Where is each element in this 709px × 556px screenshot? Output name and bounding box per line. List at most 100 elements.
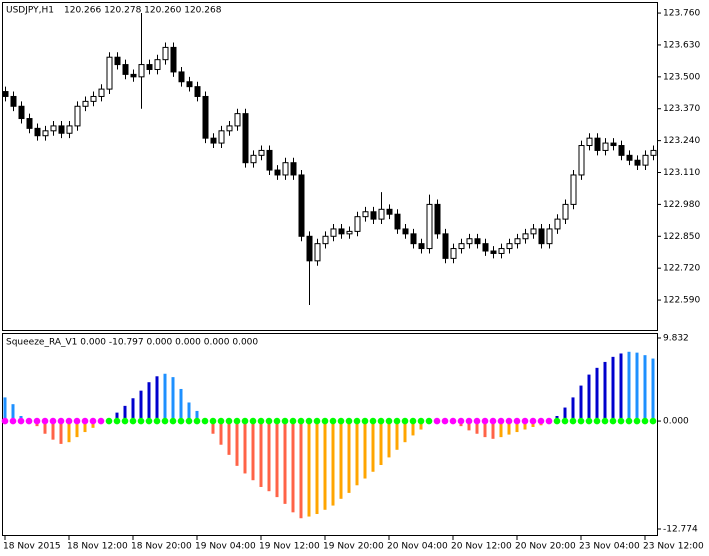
candle-body — [354, 216, 361, 232]
x-tick-label: 20 Nov 20:00 — [515, 542, 576, 552]
candle-body — [482, 243, 489, 252]
candle-body — [34, 127, 41, 137]
candle-body — [554, 218, 561, 230]
y-tick-label: 123.240 — [663, 136, 700, 146]
histogram-bar — [3, 397, 7, 422]
squeeze-dot — [377, 417, 385, 425]
squeeze-dot — [129, 417, 137, 425]
squeeze-dot — [369, 417, 377, 425]
histogram-bar — [315, 421, 319, 515]
squeeze-dot — [441, 417, 449, 425]
squeeze-dot — [553, 417, 561, 425]
candle-body — [650, 149, 657, 156]
histogram-bar — [67, 421, 71, 443]
histogram-bar — [403, 421, 407, 443]
histogram-bar — [611, 356, 615, 422]
histogram-bar — [235, 421, 239, 466]
histogram-bar — [267, 421, 271, 492]
candle-body — [370, 211, 377, 220]
candle-body — [418, 243, 425, 250]
candle-body — [562, 203, 569, 220]
squeeze-dot — [329, 417, 337, 425]
histogram-bar — [211, 421, 215, 434]
squeeze-dot — [25, 417, 33, 425]
candle-body — [226, 125, 233, 132]
squeeze-dot — [297, 417, 305, 425]
candle-body — [106, 56, 113, 90]
squeeze-dot — [625, 417, 633, 425]
squeeze-dot — [353, 417, 361, 425]
candle-body — [474, 238, 481, 245]
squeeze-dot — [321, 417, 329, 425]
candle-body — [50, 125, 57, 132]
histogram-bar — [483, 421, 487, 438]
squeeze-dot — [417, 417, 425, 425]
squeeze-dot — [209, 417, 217, 425]
candle-body — [210, 137, 217, 144]
histogram-bar — [619, 353, 623, 422]
histogram-bar — [131, 398, 135, 422]
candle-body — [602, 142, 609, 151]
squeeze-dot — [641, 417, 649, 425]
squeeze-dot — [481, 417, 489, 425]
histogram-bar — [59, 421, 63, 444]
squeeze-dot — [337, 417, 345, 425]
candle-body — [362, 211, 369, 218]
histogram-bar — [291, 421, 295, 513]
histogram-bar — [371, 421, 375, 472]
candle-body — [114, 56, 121, 66]
ohlc-label: 120.266 120.278 120.260 120.268 — [64, 6, 222, 16]
indicator-panel — [2, 333, 658, 536]
squeeze-dot — [489, 417, 497, 425]
candle-body — [578, 145, 585, 176]
histogram-bar — [275, 421, 279, 498]
squeeze-dot — [449, 417, 457, 425]
x-tick-label: 20 Nov 04:00 — [387, 542, 448, 552]
squeeze-dot — [649, 417, 657, 425]
squeeze-dot — [145, 417, 153, 425]
squeeze-dot — [425, 417, 433, 425]
histogram-bar — [603, 361, 607, 422]
y-tick-label: -12.774 — [663, 525, 698, 535]
histogram-bar — [387, 421, 391, 458]
histogram-bar — [179, 388, 183, 422]
squeeze-dot — [153, 417, 161, 425]
candle-body — [450, 248, 457, 259]
candle-body — [18, 105, 25, 120]
candle-body — [10, 95, 17, 107]
candle-body — [26, 118, 33, 129]
squeeze-dot — [345, 417, 353, 425]
candle-body — [410, 233, 417, 245]
candle-body — [162, 46, 169, 61]
histogram-bar — [643, 355, 647, 422]
squeeze-dot — [225, 417, 233, 425]
candle-body — [66, 125, 73, 134]
candle-body — [522, 233, 529, 240]
histogram-bar — [115, 412, 119, 422]
candle-body — [58, 125, 65, 134]
y-tick-label: 122.980 — [663, 200, 700, 210]
squeeze-dot — [473, 417, 481, 425]
candle-body — [458, 243, 465, 250]
candle-body — [570, 174, 577, 205]
squeeze-dot — [569, 417, 577, 425]
candle-body — [82, 100, 89, 107]
histogram-bar — [571, 397, 575, 422]
squeeze-dot — [185, 417, 193, 425]
squeeze-dot — [545, 417, 553, 425]
candle-body — [498, 248, 505, 254]
histogram-bar — [283, 421, 287, 504]
candle-body — [242, 113, 249, 164]
x-tick-label: 19 Nov 12:00 — [259, 542, 320, 552]
candle-body — [202, 95, 209, 139]
x-tick-label: 18 Nov 2015 — [3, 542, 61, 552]
squeeze-dot — [97, 417, 105, 425]
y-tick-label: 123.110 — [663, 168, 700, 178]
squeeze-dot — [17, 417, 25, 425]
histogram-bar — [491, 421, 495, 439]
candle-body — [314, 243, 321, 262]
candle-body — [170, 46, 177, 73]
squeeze-dot — [217, 417, 225, 425]
histogram-bar — [307, 421, 311, 517]
candle-body — [298, 174, 305, 237]
